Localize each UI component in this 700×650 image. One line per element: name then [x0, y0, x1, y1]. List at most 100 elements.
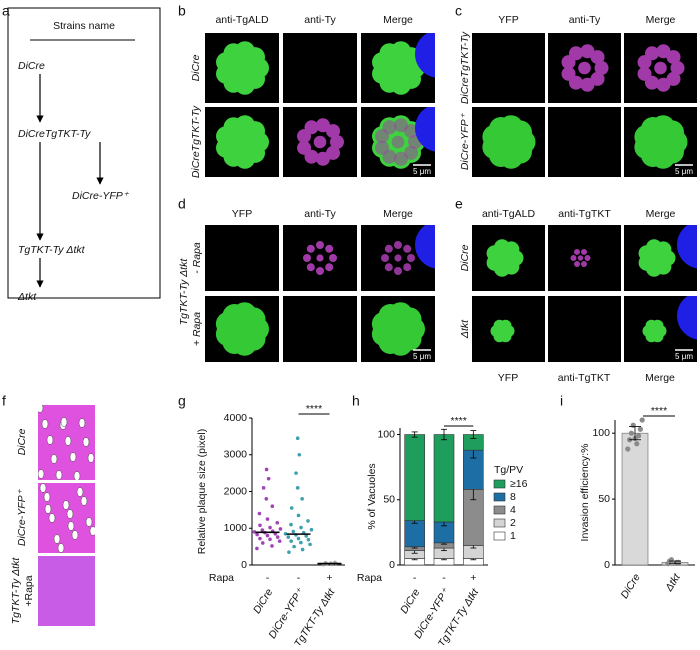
- cell: [306, 263, 315, 272]
- micrograph: [624, 296, 697, 362]
- micrograph: [283, 33, 357, 103]
- panel-label: b: [178, 3, 186, 19]
- data-point: [278, 527, 283, 531]
- cell: [403, 263, 412, 272]
- data-point: [258, 536, 262, 541]
- y-tick-label: 4000: [224, 412, 248, 424]
- scale-label: 5 μm: [675, 352, 693, 361]
- column-header: anti-TgTKT: [558, 208, 611, 220]
- cell: [656, 77, 671, 92]
- cell: [594, 61, 609, 75]
- significance-label: ****: [306, 403, 322, 415]
- row-label: DiCre: [190, 54, 202, 81]
- column-header: anti-TgALD: [482, 208, 536, 220]
- data-point: [261, 486, 266, 490]
- cell: [584, 255, 591, 261]
- y-axis-label: Invasion efficiency:%: [579, 444, 591, 542]
- micrograph: [548, 33, 621, 103]
- cell: [387, 318, 409, 340]
- nucleus: [415, 107, 435, 152]
- strain-name: TgTKT-Ty Δtkt: [18, 244, 86, 256]
- panel-label: h: [352, 393, 360, 409]
- cell: [645, 46, 659, 61]
- legend-swatch: [493, 518, 506, 528]
- data-point: [299, 525, 303, 530]
- row-label: DiCre: [16, 428, 28, 455]
- nucleus: [415, 33, 435, 78]
- micrograph: [624, 225, 697, 291]
- micrograph: [624, 33, 697, 103]
- column-header: Merge: [645, 372, 675, 384]
- cell: [649, 325, 660, 337]
- column-header: Merge: [383, 14, 413, 26]
- cell: [497, 131, 520, 153]
- micrograph: [361, 33, 435, 103]
- y-tick-label: 3000: [224, 449, 248, 461]
- plaque: [38, 405, 44, 413]
- y-tick-label: 50: [383, 494, 395, 506]
- micrograph: [472, 107, 545, 177]
- plaque: [87, 453, 95, 463]
- cell: [569, 46, 583, 61]
- plaque-image: [38, 483, 95, 553]
- cell: [329, 254, 337, 262]
- column-header: Merge: [646, 14, 676, 26]
- rapa-label: Rapa: [357, 572, 382, 584]
- strain-name: DiCre: [18, 60, 45, 72]
- cell: [394, 241, 402, 249]
- cell: [245, 47, 266, 68]
- cell: [574, 248, 580, 255]
- data-point: [277, 539, 282, 543]
- data-point: [300, 547, 305, 552]
- rapa-sign: -: [297, 572, 301, 584]
- data-point: [637, 426, 644, 432]
- micrograph: [361, 107, 435, 177]
- cell: [316, 254, 324, 262]
- micrograph: [472, 296, 545, 362]
- data-point: [291, 529, 296, 534]
- y-tick-label: 100: [377, 428, 395, 440]
- legend-label: 8: [510, 491, 516, 503]
- data-point: [283, 531, 288, 536]
- y-tick-label: 50: [598, 493, 610, 505]
- data-point: [260, 528, 265, 532]
- column-header: YFP: [498, 14, 518, 26]
- cell: [303, 254, 311, 262]
- nucleus: [677, 296, 697, 340]
- rapa-label: Rapa: [209, 572, 234, 584]
- data-point: [264, 467, 269, 472]
- data-point: [306, 519, 310, 523]
- row-label: DiCre-YFP⁺: [459, 112, 471, 170]
- legend-label: 2: [510, 517, 516, 529]
- cell: [581, 248, 587, 255]
- row-label: + Rapa: [191, 312, 203, 346]
- cell: [325, 244, 334, 253]
- data-point: [270, 544, 274, 548]
- data-point: [296, 536, 301, 541]
- cell: [306, 244, 315, 253]
- plaque: [73, 471, 81, 480]
- row-label: +Rapa: [23, 575, 35, 606]
- data-point: [270, 504, 275, 509]
- cell: [389, 59, 407, 77]
- micrograph: [205, 296, 279, 362]
- plaque: [64, 436, 72, 446]
- data-point: [296, 513, 301, 518]
- strain-box: [7, 7, 161, 299]
- significance-label: ****: [450, 415, 466, 427]
- data-point: [300, 497, 304, 501]
- cell: [666, 50, 681, 65]
- row-label: DiCreTgTKT-Ty: [190, 105, 202, 178]
- panel-label: e: [455, 196, 463, 212]
- plaque: [38, 469, 45, 479]
- x-tick-label: DiCre: [398, 587, 422, 616]
- micrograph: [548, 225, 621, 291]
- row-label: TgTKT-Ty Δtkt: [10, 557, 22, 625]
- plaque: [80, 496, 88, 506]
- panel-label: f: [2, 393, 6, 409]
- plaque: [50, 454, 58, 464]
- plaque-image: [38, 556, 95, 626]
- data-point: [268, 537, 272, 542]
- data-point: [636, 433, 642, 439]
